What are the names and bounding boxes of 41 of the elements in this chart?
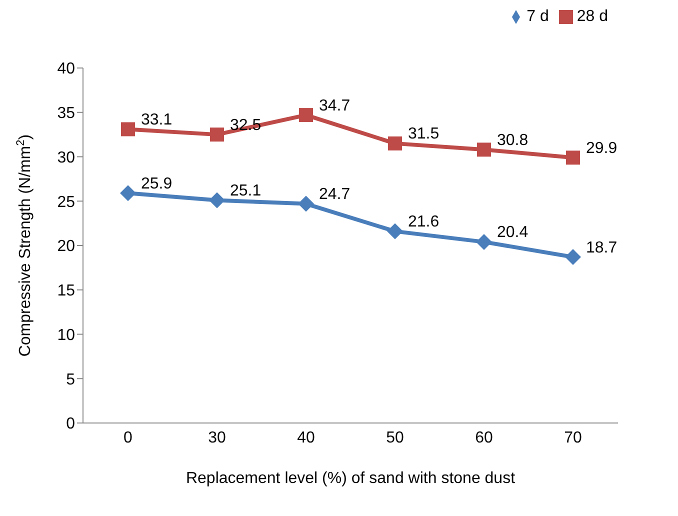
point — [566, 150, 580, 165]
x-tick-label: 60 — [475, 429, 493, 446]
point — [209, 192, 225, 208]
y-tick-label: 20 — [57, 238, 76, 256]
data-label: 25.9 — [141, 175, 172, 192]
data-label: 29.9 — [586, 140, 618, 157]
data-label: 34.7 — [319, 97, 350, 114]
data-label: 25.1 — [230, 182, 262, 200]
legend-label: 7 d — [526, 8, 549, 25]
point — [476, 234, 492, 250]
y-tick-label: 40 — [57, 60, 76, 78]
data-label: 21.6 — [408, 214, 440, 231]
data-label: 18.7 — [586, 239, 618, 256]
x-tick-label: 50 — [386, 429, 404, 446]
y-tick-label: 15 — [57, 282, 76, 300]
y-tick-label: 0 — [66, 416, 76, 433]
x-axis-title: Replacement level (%) of sand with stone dust — [186, 470, 516, 487]
data-label: 30.8 — [497, 132, 528, 149]
y-tick-label: 5 — [66, 371, 76, 388]
data-label: 33.1 — [141, 111, 172, 128]
y-tick-label: 10 — [57, 326, 76, 344]
x-tick-label: 40 — [297, 429, 315, 446]
data-label: 31.5 — [408, 126, 440, 143]
x-tick-label: 70 — [564, 429, 582, 446]
point — [388, 136, 402, 150]
point — [120, 185, 136, 202]
y-tick-label: 30 — [57, 149, 76, 166]
point — [387, 223, 403, 240]
legend-label: 28 d — [576, 8, 608, 25]
x-tick-label: 30 — [208, 429, 226, 446]
point — [299, 108, 313, 122]
y-tick-label: 35 — [57, 105, 76, 122]
point — [210, 128, 224, 142]
point — [565, 249, 581, 266]
data-label: 24.7 — [319, 186, 350, 204]
point — [121, 122, 135, 136]
x-tick-label: 0 — [124, 429, 133, 446]
point — [298, 196, 314, 212]
point — [477, 142, 491, 157]
data-label: 20.4 — [497, 224, 528, 242]
y-tick-label: 25 — [57, 194, 76, 211]
